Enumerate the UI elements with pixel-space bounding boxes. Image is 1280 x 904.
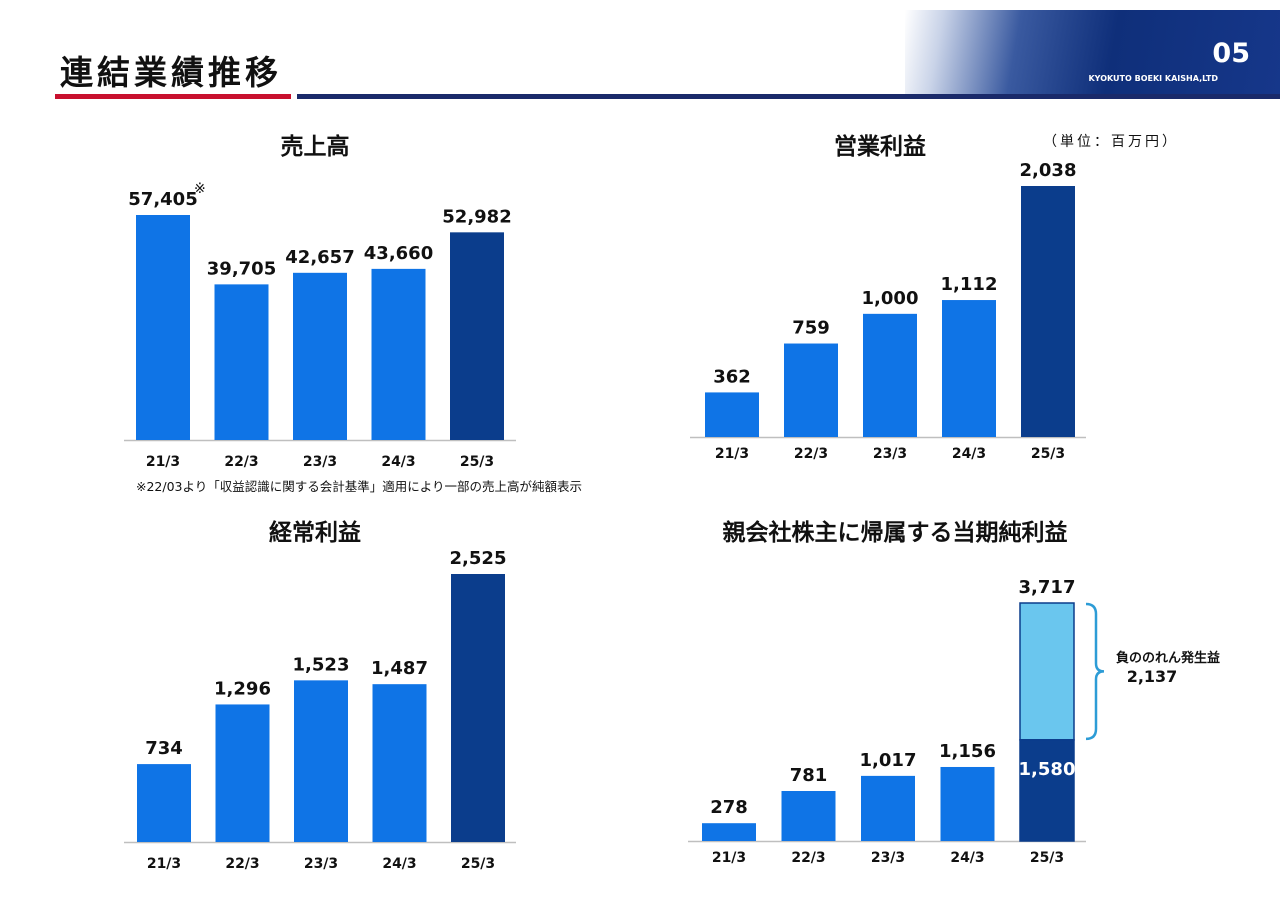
- bar-value-label: 2,525: [450, 548, 507, 569]
- bar: [781, 790, 836, 841]
- bar-value-label: 1,017: [860, 750, 917, 771]
- bar-value-label: 42,657: [285, 247, 354, 268]
- bar: [861, 775, 915, 841]
- x-tick-label: 25/3: [461, 856, 495, 872]
- bar: [863, 313, 917, 437]
- bar: [293, 272, 347, 440]
- bar: [294, 680, 348, 842]
- bar-value-label: 3,717: [1019, 577, 1076, 598]
- chart-title: 親会社株主に帰属する当期純利益: [723, 519, 1068, 546]
- header-banner: [905, 10, 1280, 94]
- bar-segment-goodwill: [1019, 602, 1075, 741]
- bar-value-label: 57,405: [128, 189, 197, 210]
- x-tick-label: 23/3: [304, 856, 338, 872]
- bar: [940, 766, 995, 841]
- x-tick-label: 24/3: [950, 850, 984, 866]
- bar: [215, 704, 270, 842]
- x-tick-label: 21/3: [715, 446, 749, 462]
- bar-value-label: 278: [710, 797, 748, 818]
- bar-value-label: 1,000: [862, 288, 919, 309]
- bar: [705, 392, 759, 437]
- bar: [942, 300, 996, 437]
- chart-title: 営業利益: [834, 133, 926, 160]
- x-tick-label: 21/3: [712, 850, 746, 866]
- x-tick-label: 25/3: [1030, 850, 1064, 866]
- bar-value-label: 1,296: [214, 678, 271, 699]
- bar: [371, 268, 426, 440]
- chart-title: 売上高: [281, 133, 350, 160]
- bar-value-label: 1,156: [939, 741, 996, 762]
- page-title: 連結業績推移: [60, 53, 282, 92]
- footnote: ※22/03より「収益認識に関する会計基準」適用により一部の売上高が純額表示: [136, 479, 582, 494]
- bar: [136, 215, 190, 440]
- bar: [450, 232, 504, 440]
- x-tick-label: 23/3: [871, 850, 905, 866]
- bar-value-label: 1,487: [371, 658, 428, 679]
- header-rule-red: [55, 94, 291, 99]
- bar-value-label: 43,660: [364, 243, 433, 264]
- x-tick-label: 25/3: [1031, 446, 1065, 462]
- x-tick-label: 22/3: [794, 446, 828, 462]
- bar-value-label: 1,523: [293, 654, 350, 675]
- bar-value-label: 2,038: [1020, 160, 1077, 181]
- bar: [372, 684, 427, 842]
- x-tick-label: 24/3: [381, 454, 415, 470]
- unit-note: （単位：百万円）: [1043, 134, 1179, 150]
- bar-segment-base: [1019, 739, 1075, 842]
- x-tick-label: 22/3: [224, 454, 258, 470]
- bar-value-label: 734: [145, 738, 183, 759]
- x-tick-label: 23/3: [873, 446, 907, 462]
- bar-value-label: 1,112: [941, 274, 998, 295]
- x-tick-label: 25/3: [460, 454, 494, 470]
- bar: [702, 823, 756, 841]
- goodwill-value: 2,137: [1127, 667, 1178, 686]
- bar: [214, 284, 269, 440]
- x-tick-label: 23/3: [303, 454, 337, 470]
- goodwill-name: 負ののれん発生益: [1116, 650, 1220, 666]
- chart-title: 経常利益: [269, 519, 361, 546]
- x-tick-label: 22/3: [791, 850, 825, 866]
- value-marker: ※: [194, 181, 206, 197]
- bar: [1021, 186, 1075, 437]
- bar-value-label: 362: [713, 366, 751, 387]
- bar-segment-label: 1,580: [1019, 759, 1076, 780]
- page-number: 05: [1212, 38, 1250, 69]
- bar-value-label: 781: [790, 765, 828, 786]
- company-name: KYOKUTO BOEKI KAISHA,LTD: [1088, 74, 1218, 83]
- bracket-goodwill: [1085, 602, 1105, 741]
- bar-value-label: 759: [792, 318, 830, 339]
- bar-value-label: 39,705: [207, 258, 276, 279]
- x-tick-label: 24/3: [952, 446, 986, 462]
- bar: [784, 343, 838, 437]
- header-rule-blue: [297, 94, 1280, 99]
- x-tick-label: 21/3: [147, 856, 181, 872]
- x-tick-label: 21/3: [146, 454, 180, 470]
- bar: [137, 764, 191, 842]
- bar-value-label: 52,982: [442, 206, 511, 227]
- bar: [451, 574, 505, 842]
- x-tick-label: 24/3: [382, 856, 416, 872]
- x-tick-label: 22/3: [225, 856, 259, 872]
